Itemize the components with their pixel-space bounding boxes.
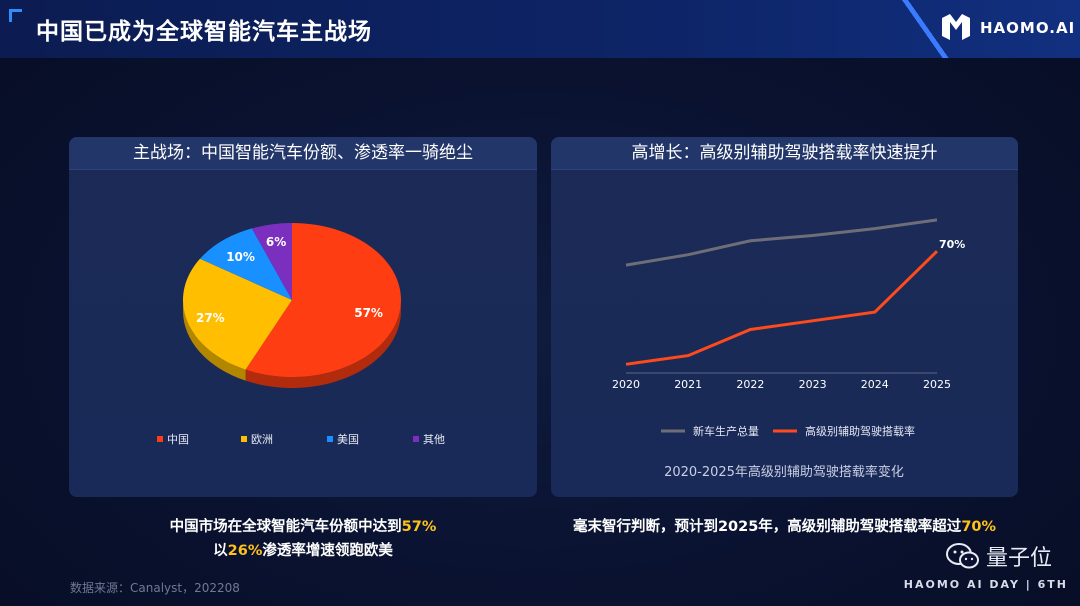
logo-text: HAOMO.AI [980, 19, 1076, 37]
legend-label-美国: 美国 [337, 433, 359, 446]
legend-swatch-其他 [413, 436, 419, 442]
adas-growth-heading: 高增长：高级别辅助驾驶搭载率快速提升 [551, 137, 1018, 170]
haomo-logo-icon [942, 14, 970, 40]
x-tick-label: 2024 [861, 378, 889, 391]
pie-value-label: 27% [196, 311, 225, 325]
x-tick-label: 2020 [612, 378, 640, 391]
page-title: 中国已成为全球智能汽车主战场 [36, 19, 372, 45]
line-annotation: 70% [939, 238, 965, 251]
data-source: 数据来源：Canalyst，202208 [70, 581, 240, 595]
watermark-text: 量子位 [985, 546, 1052, 571]
left-caption-text-3: 渗透率增速领跑欧美 [262, 543, 393, 559]
legend-label-中国: 中国 [167, 433, 189, 446]
corner-bracket-icon [9, 9, 22, 22]
right-caption-text: 毫末智行判断，预计到2025年，高级别辅助驾驶搭载率超过 [572, 519, 962, 535]
pie-side-欧洲 [183, 300, 246, 381]
x-tick-label: 2023 [799, 378, 827, 391]
watermark: 量子位 [945, 540, 1052, 572]
legend-label-新车生产总量: 新车生产总量 [693, 424, 759, 438]
pie-slice-欧洲 [183, 258, 292, 370]
line-chart: 2020 2021 2022 2023 2024 2025 70% 新车生产总量 高级别辅助驾驶… [612, 218, 965, 480]
left-caption-text-2: 以 [213, 543, 228, 559]
left-caption-highlight-1: 57% [401, 519, 437, 535]
x-tick-label: 2025 [923, 378, 951, 391]
pie-value-label: 6% [266, 235, 286, 249]
line-series-新车生产总量 [625, 218, 938, 267]
line-series-高级别辅助驾驶搭载率 [625, 250, 939, 366]
haomo-logo: HAOMO.AI [940, 14, 1075, 42]
wechat-icon [945, 543, 979, 569]
pie-chart: 57% 27% 10% 6% 中国 欧洲 美国 其他 [157, 223, 445, 446]
adas-growth-panel: 高增长：高级别辅助驾驶搭载率快速提升 2020 2021 2022 2023 2024 2… [551, 137, 1018, 497]
chart-caption: 2020-2025年高级别辅助驾驶搭载率变化 [664, 464, 904, 480]
left-caption-text-1: 中国市场在全球智能汽车份额中达到 [169, 519, 402, 535]
right-caption-highlight: 70% [961, 519, 997, 535]
legend-label-高级别辅助驾驶搭载率: 高级别辅助驾驶搭载率 [805, 424, 915, 438]
pie-side-中国 [245, 300, 401, 388]
pie-slice-其他 [251, 223, 292, 300]
left-caption-highlight-2: 26% [227, 543, 263, 559]
market-share-heading: 主战场：中国智能汽车份额、渗透率一骑绝尘 [69, 137, 537, 170]
x-tick-label: 2021 [674, 378, 702, 391]
pie-slice-中国 [245, 223, 402, 377]
left-caption: 中国市场在全球智能汽车份额中达到57% 以26%渗透率增速领跑欧美 [69, 515, 537, 563]
right-caption: 毫末智行判断，预计到2025年，高级别辅助驾驶搭载率超过70% [551, 515, 1018, 539]
legend-swatch-欧洲 [241, 436, 247, 442]
market-share-panel: 主战场：中国智能汽车份额、渗透率一骑绝尘 57% 27% 10% 6% 中国 欧洲 美国 其他 [69, 137, 537, 497]
legend-label-欧洲: 欧洲 [251, 433, 273, 446]
legend-swatch-美国 [327, 436, 333, 442]
pie-value-label: 57% [354, 306, 383, 320]
event-footer: HAOMO AI DAY | 6TH [903, 578, 1068, 591]
pie-slice-美国 [199, 228, 292, 300]
x-tick-label: 2022 [736, 378, 764, 391]
legend-swatch-中国 [157, 436, 163, 442]
legend-label-其他: 其他 [423, 433, 445, 446]
pie-value-label: 10% [226, 250, 255, 264]
